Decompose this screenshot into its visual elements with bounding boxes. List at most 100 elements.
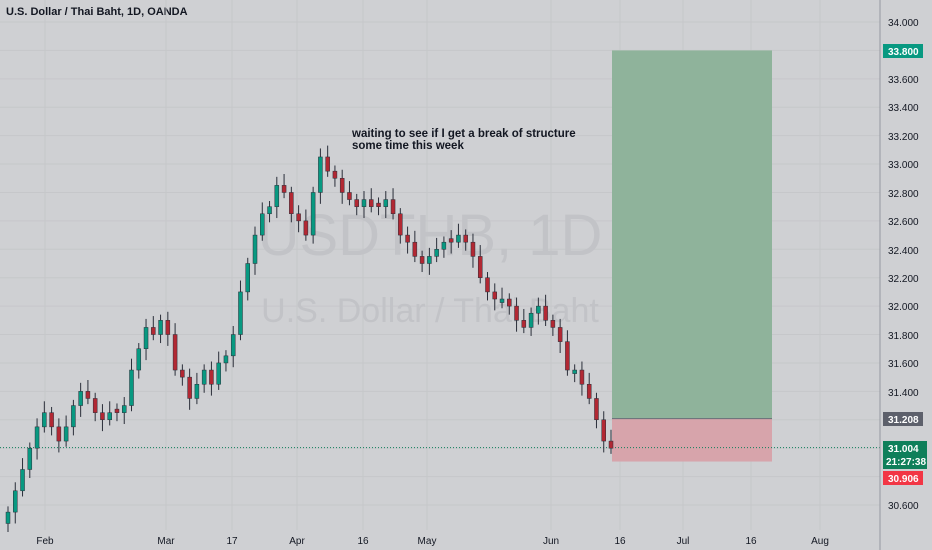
time-label: Feb [36,536,54,547]
time-label: Aug [811,536,829,547]
candle [536,297,541,325]
candle [398,208,403,244]
candle [477,245,483,284]
candle [586,372,592,405]
time-label: 16 [745,536,757,547]
candle [499,287,505,309]
candle [325,145,330,177]
time-axis[interactable]: Feb Mar 17 Apr 16 May Jun 16 Jul 16 Aug [36,536,829,547]
candle [289,186,294,223]
candle [136,343,142,379]
price-label: 33.000 [888,160,919,171]
candle [42,401,47,433]
candle [470,233,476,268]
candle [572,364,577,383]
bar-countdown-label: 21:27:38 [886,457,926,468]
candle [92,392,98,422]
profit-zone[interactable] [612,50,772,419]
current-price-tag-label: 31.004 [888,444,919,455]
candle [223,350,229,372]
candle [434,237,439,263]
entry-price-tag [883,412,923,426]
candle [543,294,548,327]
candle [274,176,280,219]
time-label: Jul [677,536,690,547]
candle [369,188,374,213]
candle [172,323,178,376]
candle [121,397,127,425]
candle [565,330,570,376]
candle [485,272,490,301]
price-label: 33.600 [888,75,919,86]
candle [383,191,389,219]
candle [303,209,309,241]
time-label: 17 [226,536,238,547]
time-label: Apr [289,536,305,547]
candle [180,364,185,386]
candle [456,223,461,248]
time-label: 16 [614,536,626,547]
target-price-tag [883,44,923,58]
candle [13,482,18,524]
price-label: 34.000 [888,18,919,29]
candle [78,382,83,417]
symbol-title[interactable]: U.S. Dollar / Thai Baht, 1D, OANDA [6,6,188,18]
candle [608,429,614,454]
price-label: 31.800 [888,331,919,342]
candle [5,506,11,532]
candle [260,202,265,241]
candle [107,401,112,426]
stop-price-tag [883,471,923,485]
candle [63,415,69,447]
price-label: 32.600 [888,217,919,228]
loss-zone[interactable] [612,418,772,462]
candle [361,191,367,219]
candle [318,148,323,204]
candle [281,174,287,199]
candle [514,297,519,332]
candle [412,230,418,263]
candle [20,458,25,497]
candlestick-series[interactable] [5,145,614,532]
candle [427,247,432,275]
price-label: 31.400 [888,388,919,399]
candle [114,403,120,422]
candle [245,257,250,301]
candle [71,399,76,436]
candle [354,193,359,216]
target-price-tag-label: 33.800 [888,47,919,58]
candle [151,316,156,341]
candle [521,308,527,334]
time-label: May [418,536,437,547]
candle [550,314,556,336]
candle [448,230,454,254]
long-position-tool[interactable] [612,50,772,462]
candle [579,361,585,396]
candle [85,379,91,405]
candle [209,361,214,396]
candle [49,406,54,436]
candle [187,368,192,410]
entry-price-tag-label: 31.208 [888,415,919,426]
time-label: Mar [157,536,175,547]
price-axis[interactable]: 34.000 33.800 33.600 33.400 33.200 33.00… [883,18,927,512]
time-label: 16 [357,536,369,547]
candle [347,181,352,206]
annotation-line-2[interactable]: some time this week [352,140,464,152]
candle [216,351,221,390]
annotation-line-1[interactable]: waiting to see if I get a break of struc… [351,128,576,140]
candle [463,229,468,251]
watermark-name: U.S. Dollar / Thai Baht [261,292,599,330]
price-label: 32.000 [888,302,919,313]
candle [507,293,512,315]
time-label: Jun [543,536,559,547]
current-price-tag [883,441,927,469]
candle [230,326,236,368]
candle [557,318,563,353]
candle [165,311,171,346]
candle [405,226,410,254]
candle [419,250,425,273]
candle [56,418,62,453]
